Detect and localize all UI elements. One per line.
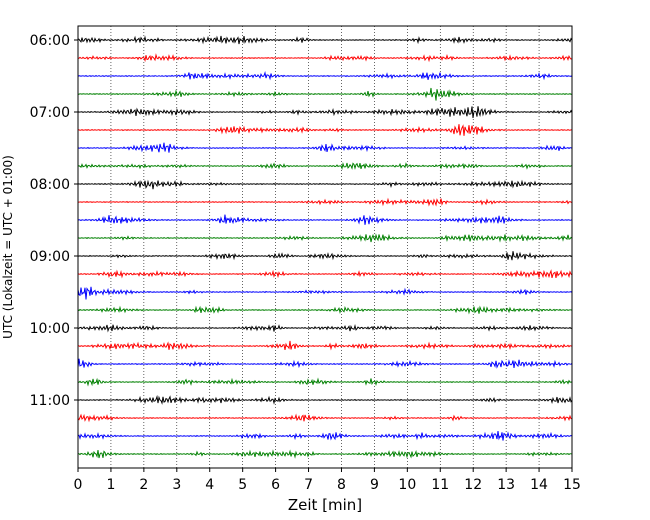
x-tick-label: 15: [563, 477, 581, 493]
trace-1100: [77, 394, 573, 405]
y-axis-label: UTC (Lokalzeit = UTC + 01:00): [1, 155, 15, 339]
trace-0715: [77, 124, 573, 136]
y-tick-label: 09:00: [30, 249, 70, 265]
x-tick-label: 6: [271, 477, 280, 493]
plot-frame: [77, 25, 573, 469]
y-tick-label: 10:00: [30, 321, 70, 337]
trace-0830: [77, 214, 573, 225]
trace-0845: [77, 233, 573, 243]
x-tick-label: 5: [238, 477, 247, 493]
x-tick-label: 3: [172, 477, 181, 493]
trace-0800: [77, 179, 573, 190]
trace-0615: [77, 53, 573, 63]
trace-0730: [77, 142, 573, 153]
trace-1000: [77, 324, 573, 333]
trace-0700: [77, 106, 573, 118]
y-tick-label: 11:00: [30, 393, 70, 409]
trace-0630: [77, 70, 573, 81]
plot-area: [78, 26, 572, 468]
x-tick-label: 0: [74, 477, 83, 493]
x-tick-label: 10: [398, 477, 416, 493]
x-axis-ticks: 0 1 2 3 4 5 6 7 8 9 10 11 12 13 14 15: [74, 468, 581, 493]
x-tick-label: 1: [106, 477, 115, 493]
x-tick-label: 4: [205, 477, 214, 493]
trace-1045: [77, 377, 573, 387]
trace-0645: [77, 87, 573, 101]
trace-0945: [77, 305, 573, 315]
trace-1115: [77, 413, 573, 423]
trace-group: [77, 35, 573, 459]
x-axis-label: Zeit [min]: [288, 496, 362, 514]
trace-0600: [77, 35, 573, 45]
y-axis-ticks: 06:00 07:00 08:00 09:00 10:00 11:00: [30, 33, 78, 409]
y-tick-label: 08:00: [30, 177, 70, 193]
trace-0745: [77, 162, 573, 170]
x-tick-label: 8: [337, 477, 346, 493]
trace-0900: [77, 251, 573, 261]
x-tick-label: 2: [139, 477, 148, 493]
trace-0815: [78, 197, 573, 207]
y-tick-label: 07:00: [30, 105, 70, 121]
y-tick-label: 06:00: [30, 33, 70, 49]
x-tick-label: 9: [370, 477, 379, 493]
x-tick-label: 11: [431, 477, 449, 493]
trace-0930: [77, 286, 573, 300]
x-tick-label: 14: [530, 477, 548, 493]
trace-1145: [77, 449, 573, 459]
trace-1015: [77, 340, 573, 351]
x-tick-label: 13: [497, 477, 515, 493]
x-tick-label: 7: [304, 477, 313, 493]
trace-1030: [77, 358, 573, 369]
trace-0915: [77, 269, 573, 279]
trace-1130: [77, 431, 573, 441]
x-tick-label: 12: [464, 477, 482, 493]
